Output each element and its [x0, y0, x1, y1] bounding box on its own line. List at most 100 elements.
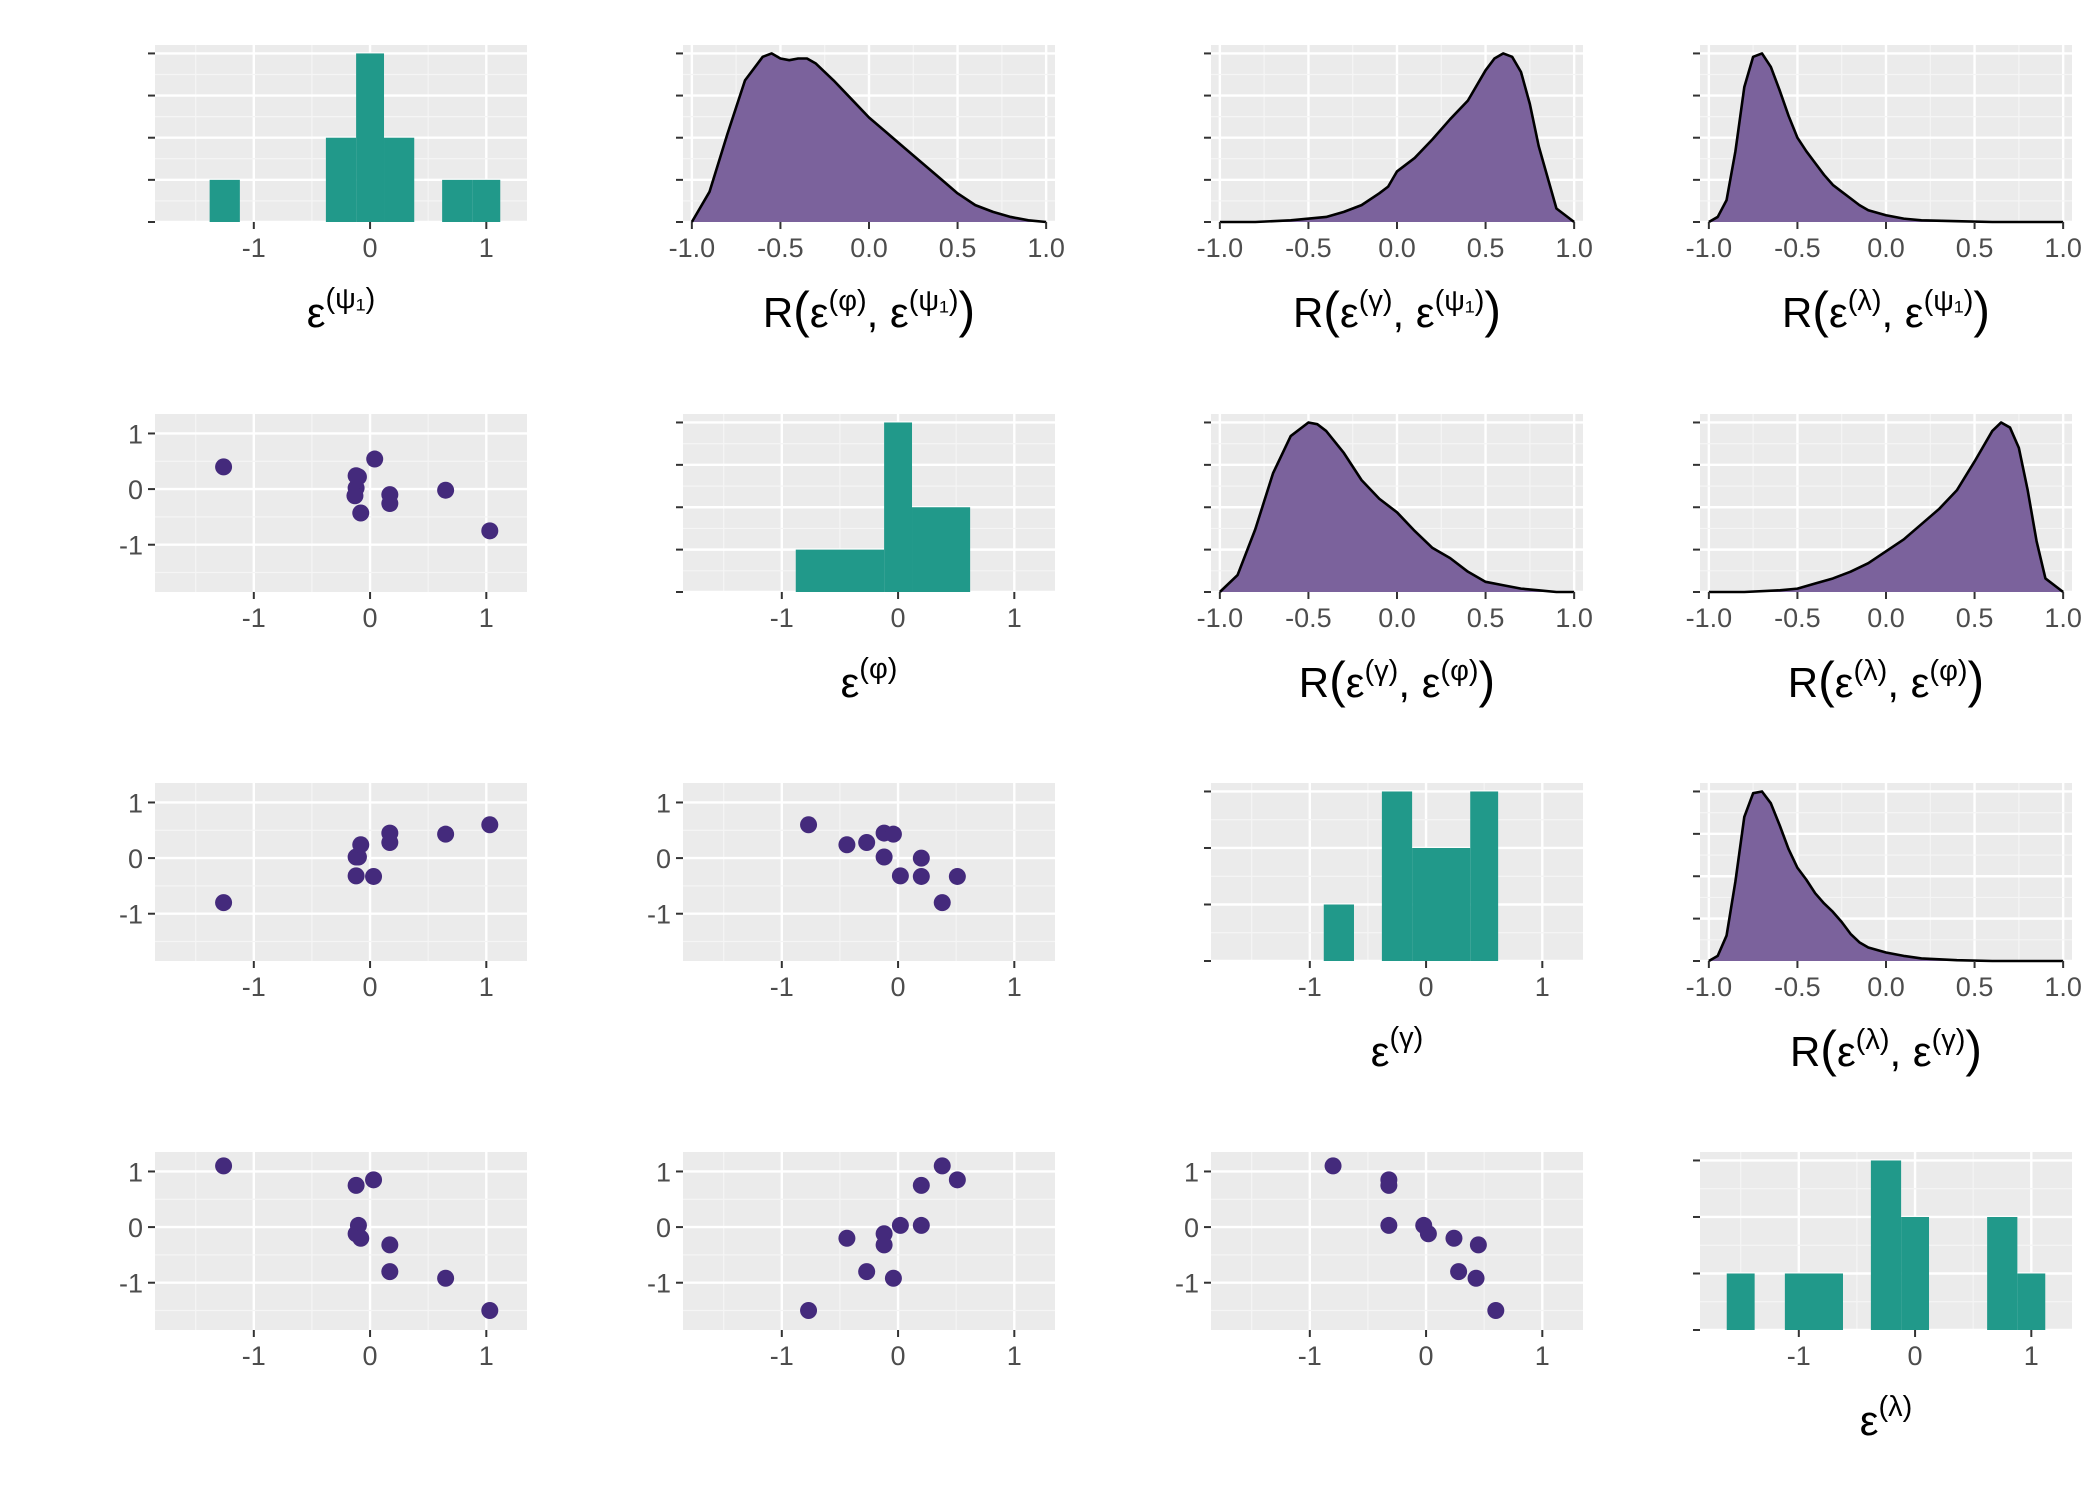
scatter-point [481, 522, 499, 540]
x-tick-label: 1 [1535, 1341, 1550, 1371]
y-tick-label: 1 [128, 788, 143, 818]
x-axis-title: R(ε(λ), ε(γ)) [1790, 1021, 1982, 1077]
x-axis-title: R(ε(γ), ε(φ)) [1299, 652, 1495, 708]
scatter-point [352, 836, 370, 854]
x-tick-label: 1 [1535, 972, 1550, 1002]
y-tick-label: 1 [128, 419, 143, 449]
x-tick-label: -0.5 [1774, 233, 1821, 263]
scatter-point [891, 867, 909, 885]
panel-density-lambda-phi: -1.0 -0.5 0.0 0.5 1.0 R(ε(λ), ε(φ)) [1686, 414, 2082, 708]
panel-scatter-phi-gamma: -1 0 1 -1 0 1 [647, 783, 1055, 1002]
scatter-point [381, 834, 399, 852]
x-tick-label: -1 [242, 972, 266, 1002]
scatter-point [884, 1269, 902, 1287]
density-line [690, 52, 1047, 224]
x-tick-label: -1 [242, 603, 266, 633]
scatter-point [838, 1229, 856, 1247]
scatter-point [948, 867, 966, 885]
histogram-bar [1470, 791, 1499, 961]
histogram-bar [2017, 1273, 2046, 1330]
density-line [1218, 421, 1575, 594]
x-tick-label: 0.5 [1467, 603, 1505, 633]
density-area [1708, 53, 2064, 223]
scatter-point [1380, 1176, 1398, 1194]
x-tick-label: 1.0 [2044, 972, 2082, 1002]
scatter-point [1380, 1216, 1398, 1234]
scatter-point [875, 1236, 893, 1254]
y-tick-label: 0 [128, 475, 143, 505]
density-area [1219, 422, 1575, 592]
x-tick-label: -1 [770, 1341, 794, 1371]
panel-scatter-psi1-lambda: -1 0 1 -1 0 1 [119, 1152, 527, 1371]
x-tick-label: -0.5 [1774, 972, 1821, 1002]
y-tick-label: 1 [656, 1157, 671, 1187]
panel-hist-lambda: -1 0 1 ε(λ) [1693, 1152, 2072, 1444]
y-tick-label: 0 [128, 1213, 143, 1243]
y-tick-label: 1 [128, 1157, 143, 1187]
x-tick-label: -1.0 [1686, 972, 1733, 1002]
x-axis-title: ε(λ) [1860, 1391, 1913, 1444]
scatter-point [800, 816, 818, 834]
x-axis-title: ε(γ) [1371, 1022, 1424, 1075]
x-tick-label: -0.5 [1285, 603, 1332, 633]
density-line [1708, 421, 2064, 594]
scatter-point [1450, 1263, 1468, 1281]
x-tick-label: -1 [770, 603, 794, 633]
scatter-point [912, 1176, 930, 1194]
x-tick-label: -1 [1298, 1341, 1322, 1371]
x-tick-label: -1.0 [1686, 603, 1733, 633]
histogram-bar [884, 422, 913, 592]
x-tick-label: 1 [479, 972, 494, 1002]
scatter-point [858, 834, 876, 852]
x-tick-label: -0.5 [1774, 603, 1821, 633]
x-tick-label: 0 [363, 603, 378, 633]
x-tick-label: 0.0 [850, 233, 888, 263]
scatter-point [1469, 1236, 1487, 1254]
histogram-bar [325, 137, 357, 222]
scatter-point [948, 1171, 966, 1189]
y-tick-label: 0 [656, 1213, 671, 1243]
histogram-bar [384, 137, 415, 222]
panel-density-phi-psi1: -1.0 -0.5 0.0 0.5 1.0 R(ε(φ), ε(ψ₁)) [669, 45, 1065, 338]
x-tick-label: 1 [479, 233, 494, 263]
panel-density-lambda-gamma: -1.0 -0.5 0.0 0.5 1.0 R(ε(λ), ε(γ)) [1686, 783, 2082, 1077]
histogram-bar [1784, 1273, 1843, 1330]
scatter-point [366, 450, 384, 468]
scatter-point [838, 836, 856, 854]
x-tick-label: 0 [891, 1341, 906, 1371]
histogram-bar [1381, 791, 1413, 961]
density-line [1708, 52, 2064, 224]
scatter-point [381, 1263, 399, 1281]
x-tick-label: 1.0 [1555, 603, 1593, 633]
scatter-point [347, 1176, 365, 1194]
x-tick-label: 1.0 [1555, 233, 1593, 263]
x-tick-label: 0 [363, 1341, 378, 1371]
x-tick-label: -1 [1787, 1341, 1811, 1371]
scatter-point [365, 1171, 383, 1189]
x-tick-label: 0 [363, 972, 378, 1002]
panel-background [155, 414, 527, 592]
x-tick-label: 0.5 [1467, 233, 1505, 263]
histogram-bar [795, 549, 885, 592]
scatter-point [437, 825, 455, 843]
panel-density-gamma-psi1: -1.0 -0.5 0.0 0.5 1.0 R(ε(γ), ε(ψ₁)) [1197, 45, 1593, 338]
x-tick-label: 1 [479, 1341, 494, 1371]
x-tick-label: -1 [1298, 972, 1322, 1002]
density-line [1708, 790, 2064, 963]
density-area [691, 53, 1047, 223]
panel-background [683, 783, 1055, 961]
scatter-point [365, 867, 383, 885]
scatter-point [891, 1216, 909, 1234]
y-tick-label: -1 [647, 900, 671, 930]
x-tick-label: -1.0 [1686, 233, 1733, 263]
panel-density-lambda-psi1: -1.0 -0.5 0.0 0.5 1.0 R(ε(λ), ε(ψ₁)) [1686, 45, 2082, 338]
x-tick-label: 0.5 [1956, 603, 1994, 633]
histogram-bar [1412, 847, 1471, 961]
scatter-point [933, 894, 951, 912]
x-axis-title: R(ε(λ), ε(ψ₁)) [1782, 282, 1990, 338]
y-tick-label: 1 [1184, 1157, 1199, 1187]
panel-background [683, 1152, 1055, 1330]
x-tick-label: 1 [2024, 1341, 2039, 1371]
x-tick-label: 0.0 [1378, 233, 1416, 263]
x-tick-label: 0 [891, 972, 906, 1002]
